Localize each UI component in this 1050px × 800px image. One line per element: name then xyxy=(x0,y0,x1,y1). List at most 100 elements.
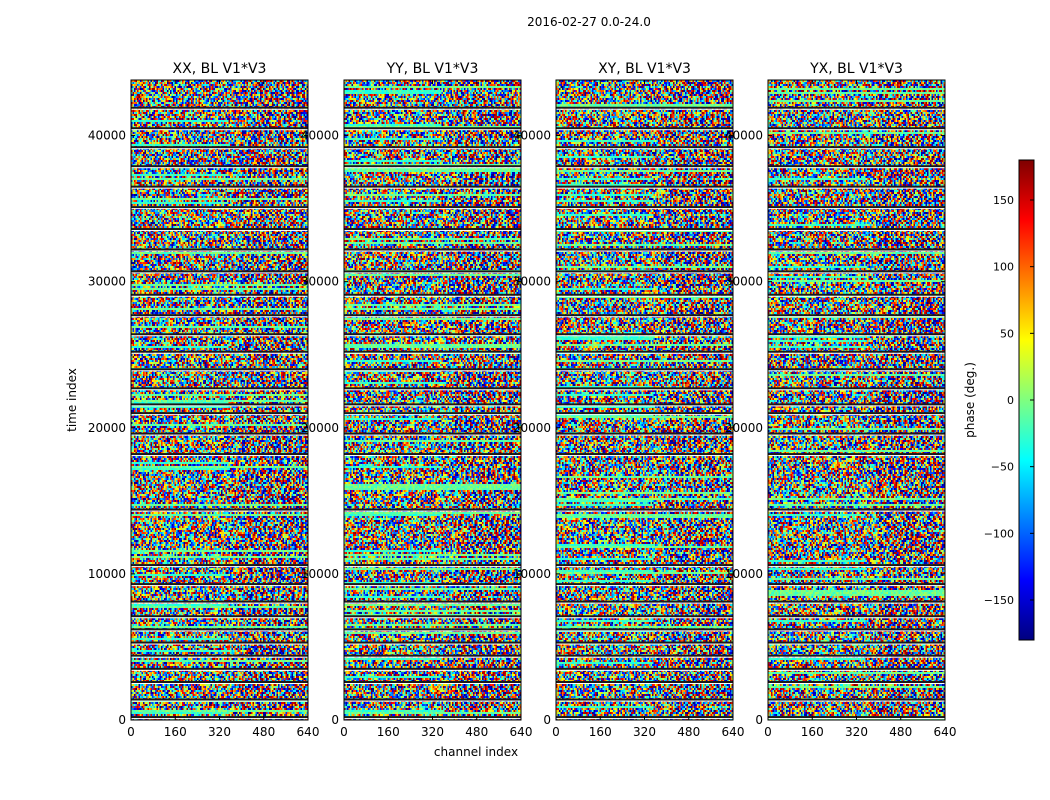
gap-row-highlight xyxy=(131,295,308,297)
gap-row-highlight xyxy=(768,389,945,391)
gap-row xyxy=(768,654,945,657)
gap-row xyxy=(344,453,521,456)
gap-row-highlight xyxy=(556,108,733,110)
gap-row xyxy=(131,654,308,657)
gap-row xyxy=(556,248,733,251)
gap-row-highlight xyxy=(768,669,945,671)
gap-row xyxy=(344,127,521,130)
x-tick-label: 640 xyxy=(722,725,745,739)
gap-row xyxy=(344,615,521,618)
gap-row xyxy=(344,403,521,406)
gap-row-highlight xyxy=(556,602,733,604)
gap-row-highlight xyxy=(556,167,733,169)
gap-row-highlight xyxy=(768,370,945,372)
gap-row-highlight xyxy=(344,230,521,232)
gap-row xyxy=(556,106,733,109)
gap-row xyxy=(344,368,521,371)
x-tick-label: 480 xyxy=(465,725,488,739)
gap-row xyxy=(131,615,308,618)
gap-row xyxy=(556,600,733,603)
gap-row-highlight xyxy=(131,272,308,274)
gap-row-highlight xyxy=(768,129,945,131)
gap-row xyxy=(556,270,733,273)
colorbar-tick-label: 50 xyxy=(1000,327,1014,340)
gap-row-highlight xyxy=(768,643,945,645)
panel-title: XX, BL V1*V3 xyxy=(173,61,267,77)
gap-row-highlight xyxy=(131,630,308,632)
gap-row-highlight xyxy=(131,585,308,587)
gap-row-highlight xyxy=(131,617,308,619)
y-tick-label: 10000 xyxy=(301,567,339,581)
gap-row xyxy=(768,508,945,511)
gap-row-highlight xyxy=(344,352,521,354)
gap-row-highlight xyxy=(344,250,521,252)
gap-row xyxy=(556,681,733,684)
x-tick-label: 480 xyxy=(252,725,275,739)
colorbar-label: phase (deg.) xyxy=(963,362,977,438)
gap-row xyxy=(768,350,945,353)
panel-heatmap xyxy=(768,80,945,720)
gap-row xyxy=(768,387,945,390)
gap-row-highlight xyxy=(344,129,521,131)
gap-row-highlight xyxy=(131,643,308,645)
gap-row xyxy=(556,667,733,670)
gap-row-highlight xyxy=(344,700,521,702)
gap-row-highlight xyxy=(556,148,733,150)
panel-title: YY, BL V1*V3 xyxy=(386,61,479,77)
gap-row-highlight xyxy=(768,700,945,702)
gap-row-highlight xyxy=(344,617,521,619)
gap-row xyxy=(344,206,521,209)
gap-row-highlight xyxy=(768,148,945,150)
gap-row xyxy=(131,185,308,188)
y-tick-label: 30000 xyxy=(513,275,551,289)
gap-row xyxy=(768,206,945,209)
gap-row xyxy=(344,146,521,149)
gap-row xyxy=(556,698,733,701)
gap-row xyxy=(556,641,733,644)
gap-row-highlight xyxy=(556,630,733,632)
gap-row-highlight xyxy=(768,108,945,110)
gap-row xyxy=(131,106,308,109)
gap-row-highlight xyxy=(344,370,521,372)
gap-row-highlight xyxy=(344,585,521,587)
gap-row xyxy=(556,583,733,586)
gap-row-highlight xyxy=(344,148,521,150)
x-tick-label: 0 xyxy=(764,725,772,739)
gap-row-highlight xyxy=(556,370,733,372)
colorbar: −150 −100 −50 0 50 100 150 phase (deg.) xyxy=(963,159,1035,641)
gap-row xyxy=(344,185,521,188)
gap-row xyxy=(344,698,521,701)
gap-row-highlight xyxy=(131,129,308,131)
y-tick-label: 10000 xyxy=(725,567,763,581)
gap-row xyxy=(131,293,308,296)
gap-row xyxy=(768,667,945,670)
gap-row-highlight xyxy=(556,230,733,232)
gap-row-highlight xyxy=(768,250,945,252)
gap-row-highlight xyxy=(556,669,733,671)
x-tick-label: 320 xyxy=(421,725,444,739)
gap-row xyxy=(556,403,733,406)
gap-row-highlight xyxy=(344,566,521,568)
colorbar-tick-label: 150 xyxy=(993,194,1014,207)
gap-row-highlight xyxy=(768,617,945,619)
gap-row-highlight xyxy=(131,250,308,252)
gap-row xyxy=(131,270,308,273)
gap-row-highlight xyxy=(768,630,945,632)
gap-row xyxy=(131,628,308,631)
gap-row-highlight xyxy=(344,335,521,337)
gap-row-highlight xyxy=(556,617,733,619)
gap-row-highlight xyxy=(131,602,308,604)
gap-row-highlight xyxy=(131,566,308,568)
gap-row-highlight xyxy=(556,566,733,568)
gap-row xyxy=(768,165,945,168)
gap-row xyxy=(131,641,308,644)
gap-row xyxy=(344,654,521,657)
gap-row xyxy=(344,628,521,631)
colorbar-ticks: −150 −100 −50 0 50 100 150 xyxy=(984,194,1034,607)
y-tick-label: 30000 xyxy=(301,275,339,289)
panel-1: YY, BL V1*V3 0 160 320 480 640 0 10000 20000 3000… xyxy=(301,61,533,739)
panels: XX, BL V1*V3 0 160 320 480 640 0 10000 20000 3000… xyxy=(88,61,957,739)
panel-title: XY, BL V1*V3 xyxy=(598,61,691,77)
figure-suptitle: 2016-02-27 0.0-24.0 xyxy=(527,15,651,29)
